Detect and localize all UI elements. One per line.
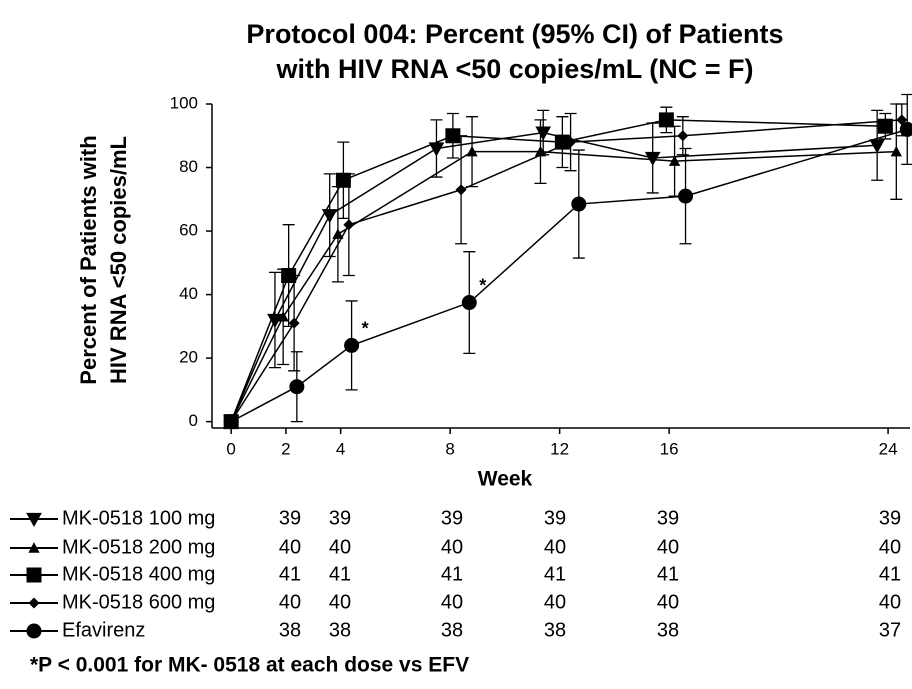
marker (877, 118, 893, 134)
n-patients: 41 (657, 563, 679, 585)
n-patients: 41 (544, 563, 566, 585)
legend-label: MK-0518 200 mg (62, 536, 215, 558)
marker (223, 414, 239, 430)
x-tick-label: 4 (336, 439, 345, 458)
marker (890, 145, 902, 157)
legend-marker (26, 623, 42, 639)
n-patients: 39 (441, 507, 463, 529)
marker (288, 317, 300, 329)
annotation: * (362, 318, 369, 338)
n-patients: 38 (544, 619, 566, 641)
legend-marker (26, 567, 42, 583)
marker (321, 209, 338, 224)
n-patients: 41 (279, 563, 301, 585)
n-patients: 40 (441, 591, 463, 613)
x-axis-label: Week (478, 468, 533, 491)
series-line (230, 119, 902, 423)
chart-title: with HIV RNA <50 copies/mL (NC = F) (275, 54, 753, 84)
n-patients: 39 (279, 507, 301, 529)
marker (565, 136, 577, 148)
n-patients: 41 (441, 563, 463, 585)
marker (344, 337, 360, 353)
n-patients: 38 (329, 619, 351, 641)
marker (668, 155, 681, 166)
legend-marker (28, 542, 40, 553)
y-tick-label: 0 (189, 411, 198, 430)
n-patients: 39 (329, 507, 351, 529)
n-patients: 38 (279, 619, 301, 641)
y-axis-label: Percent of Patients with (76, 135, 101, 384)
marker (461, 295, 477, 311)
legend-label: Efavirenz (62, 619, 145, 641)
y-tick-label: 40 (179, 284, 198, 303)
marker (658, 112, 674, 128)
n-patients: 40 (657, 536, 679, 558)
n-patients: 41 (329, 563, 351, 585)
marker (869, 139, 886, 154)
n-patients: 40 (329, 591, 351, 613)
n-patients: 40 (544, 591, 566, 613)
n-patients: 40 (329, 536, 351, 558)
x-tick-label: 0 (226, 439, 235, 458)
marker (343, 219, 355, 231)
marker (466, 145, 478, 157)
x-tick-label: 16 (660, 439, 679, 458)
legend-label: MK-0518 100 mg (62, 507, 215, 529)
series-line (230, 131, 878, 422)
n-patients: 40 (879, 536, 901, 558)
footnote: *P < 0.001 for MK- 0518 at each dose vs … (30, 654, 469, 677)
marker (571, 196, 587, 212)
n-patients: 39 (657, 507, 679, 529)
n-patients: 38 (441, 619, 463, 641)
chart-title: Protocol 004: Percent (95% CI) of Patien… (246, 19, 783, 49)
n-patients: 40 (279, 536, 301, 558)
n-patients: 40 (279, 591, 301, 613)
y-tick-label: 100 (170, 93, 198, 112)
legend-marker (26, 512, 42, 528)
marker (332, 228, 344, 239)
marker (678, 188, 694, 204)
marker (899, 121, 912, 137)
y-tick-label: 80 (179, 157, 198, 176)
n-patients: 41 (879, 563, 901, 585)
legend-marker (28, 597, 40, 609)
x-tick-label: 12 (550, 439, 569, 458)
n-patients: 37 (879, 619, 901, 641)
marker (289, 379, 305, 395)
series-line (230, 150, 897, 422)
marker (277, 310, 289, 322)
legend-label: MK-0518 600 mg (62, 591, 215, 613)
n-patients: 40 (544, 536, 566, 558)
y-tick-label: 20 (179, 348, 198, 367)
marker (535, 126, 552, 141)
x-tick-label: 2 (281, 439, 290, 458)
x-tick-label: 24 (879, 439, 898, 458)
x-tick-label: 8 (445, 439, 454, 458)
n-patients: 39 (544, 507, 566, 529)
n-patients: 40 (441, 536, 463, 558)
y-tick-label: 60 (179, 221, 198, 240)
y-axis-label: HIV RNA <50 copies/mL (106, 136, 131, 384)
n-patients: 38 (657, 619, 679, 641)
annotation: * (479, 275, 486, 295)
legend-label: MK-0518 400 mg (62, 563, 215, 585)
n-patients: 40 (657, 591, 679, 613)
n-patients: 40 (879, 591, 901, 613)
marker (677, 130, 689, 142)
marker (455, 184, 467, 196)
marker (896, 114, 908, 126)
n-patients: 39 (879, 507, 901, 529)
